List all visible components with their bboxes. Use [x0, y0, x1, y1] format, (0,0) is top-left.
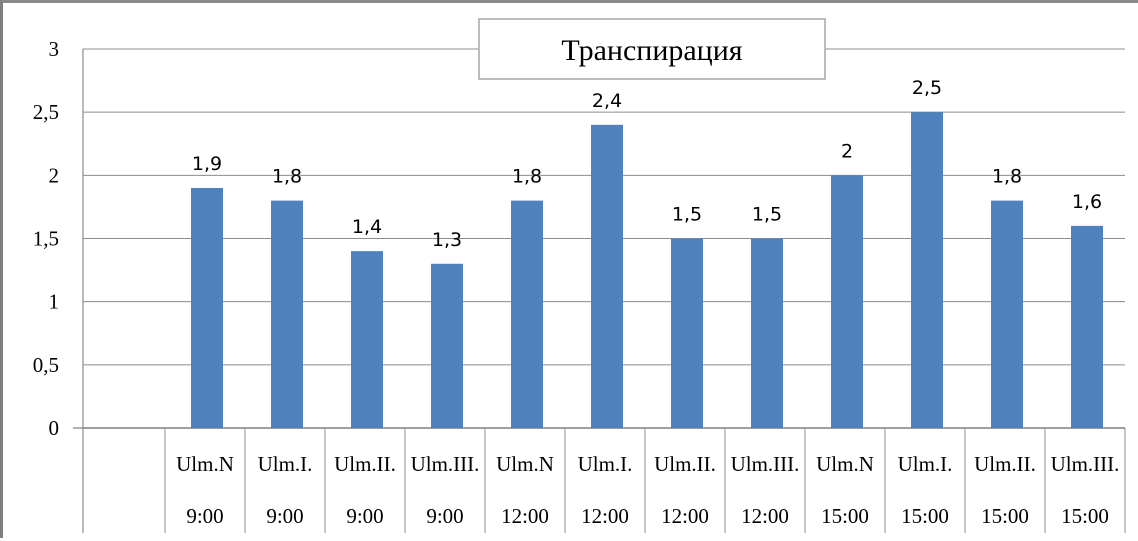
bar — [671, 238, 703, 428]
bar — [511, 200, 543, 428]
x-tick-label: Ulm.N — [816, 452, 874, 476]
y-tick-label: 0 — [49, 416, 60, 440]
x-tick-label: 15:00 — [821, 504, 869, 528]
bar — [1071, 225, 1103, 428]
x-tick-label: 9:00 — [426, 504, 463, 528]
x-tick-label: 9:00 — [266, 504, 303, 528]
bar — [911, 112, 943, 429]
x-tick-label: Ulm.N — [176, 452, 234, 476]
axes — [73, 49, 1126, 533]
data-label: 2 — [841, 140, 853, 162]
x-tick-label: 15:00 — [1061, 504, 1109, 528]
bar — [751, 238, 783, 428]
bar — [991, 200, 1023, 428]
data-label: 1,5 — [752, 204, 782, 226]
x-tick-label: 12:00 — [741, 504, 789, 528]
x-tick-label: Ulm.III. — [1051, 452, 1120, 476]
x-tick-label: Ulm.II. — [334, 452, 396, 476]
y-tick-labels: 0 0,5 1 1,5 2 2,5 3 — [33, 37, 59, 440]
data-label: 1,8 — [272, 166, 302, 188]
x-tick-label: 12:00 — [661, 504, 709, 528]
data-label: 1,4 — [352, 216, 382, 238]
bar — [591, 124, 623, 429]
x-tick-label: Ulm.II. — [974, 452, 1036, 476]
data-label: 1,8 — [512, 166, 542, 188]
x-tick-labels: Ulm.N 9:00 Ulm.I. 9:00 Ulm.II. 9:00 Ulm.III. 9:… — [176, 452, 1119, 528]
bar-chart: 1,9 1,8 1,4 1,3 1,8 2,4 1,5 1,5 2 2,5 1,8 1,6 0 0,5 1… — [33, 18, 1126, 533]
x-tick-label: 15:00 — [901, 504, 949, 528]
y-tick-label: 1 — [49, 290, 60, 314]
x-tick-label: Ulm.III. — [731, 452, 800, 476]
x-tick-label: Ulm.I. — [898, 452, 953, 476]
bar — [191, 187, 223, 428]
data-label: 1,6 — [1072, 191, 1102, 213]
y-tick-label: 2,5 — [33, 100, 59, 124]
bars — [191, 112, 1103, 429]
data-label: 2,4 — [592, 90, 622, 112]
x-tick-label: Ulm.I. — [258, 452, 313, 476]
data-label: 1,3 — [432, 229, 462, 251]
y-tick-label: 0,5 — [33, 353, 59, 377]
data-label: 1,5 — [672, 204, 702, 226]
bar — [351, 251, 383, 428]
y-tick-label: 1,5 — [33, 227, 59, 251]
x-tick-label: 15:00 — [981, 504, 1029, 528]
data-label: 1,8 — [992, 166, 1022, 188]
x-tick-label: Ulm.I. — [578, 452, 633, 476]
x-tick-label: Ulm.III. — [411, 452, 480, 476]
bar — [271, 200, 303, 428]
x-tick-label: 12:00 — [501, 504, 549, 528]
x-tick-label: 9:00 — [186, 504, 223, 528]
chart-title: Транспирация — [561, 34, 742, 67]
bar — [831, 175, 863, 428]
y-tick-label: 3 — [49, 37, 60, 61]
x-tick-label: 12:00 — [581, 504, 629, 528]
data-labels: 1,9 1,8 1,4 1,3 1,8 2,4 1,5 1,5 2 2,5 1,8 1,6 — [192, 77, 1102, 251]
x-tick-label: 9:00 — [346, 504, 383, 528]
y-tick-label: 2 — [49, 163, 60, 187]
bar — [431, 263, 463, 428]
data-label: 2,5 — [912, 77, 942, 99]
x-tick-label: Ulm.II. — [654, 452, 716, 476]
chart-title-box: Транспирация — [478, 18, 826, 80]
data-label: 1,9 — [192, 153, 222, 175]
x-tick-label: Ulm.N — [496, 452, 554, 476]
